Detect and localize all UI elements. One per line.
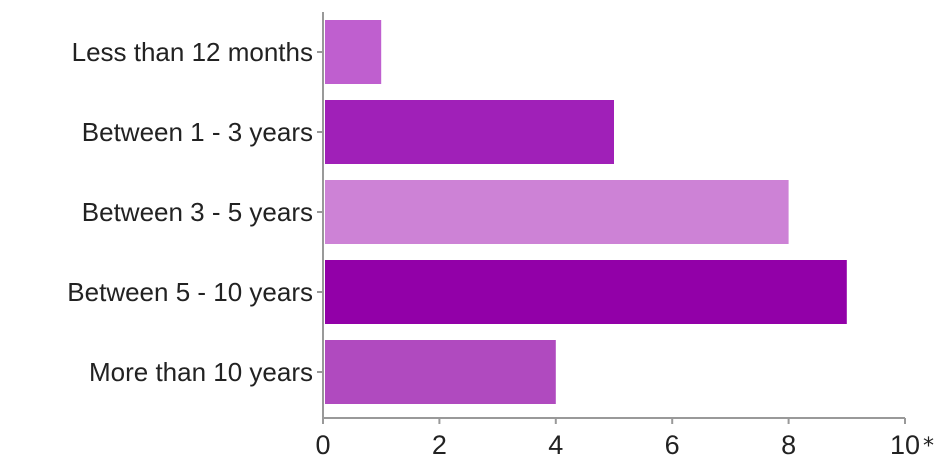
- x-tick-label: 2: [432, 430, 447, 460]
- axes: [317, 12, 905, 419]
- bar-more-than-10-years: [325, 340, 556, 404]
- x-tick-label: 10: [890, 430, 920, 460]
- bar-between-1-3-years: [325, 100, 614, 164]
- bar-between-3-5-years: [325, 180, 789, 244]
- bars-group: [325, 20, 847, 404]
- bar-less-than-12-months: [325, 20, 382, 84]
- x-tick-label: 4: [548, 430, 563, 460]
- category-labels: Less than 12 months Between 1 - 3 years Be…: [67, 37, 313, 387]
- x-axis-ticks: 0 2 4 6 8 10: [315, 418, 920, 460]
- category-label: Less than 12 months: [72, 37, 313, 67]
- footnote-mark: *: [923, 434, 934, 459]
- x-tick-label: 0: [315, 430, 330, 460]
- category-label: Between 1 - 3 years: [82, 117, 313, 147]
- category-label: Between 3 - 5 years: [82, 197, 313, 227]
- category-label: Between 5 - 10 years: [67, 277, 313, 307]
- bar-between-5-10-years: [325, 260, 847, 324]
- x-tick-label: 6: [665, 430, 680, 460]
- category-label: More than 10 years: [89, 357, 313, 387]
- x-tick-label: 8: [781, 430, 796, 460]
